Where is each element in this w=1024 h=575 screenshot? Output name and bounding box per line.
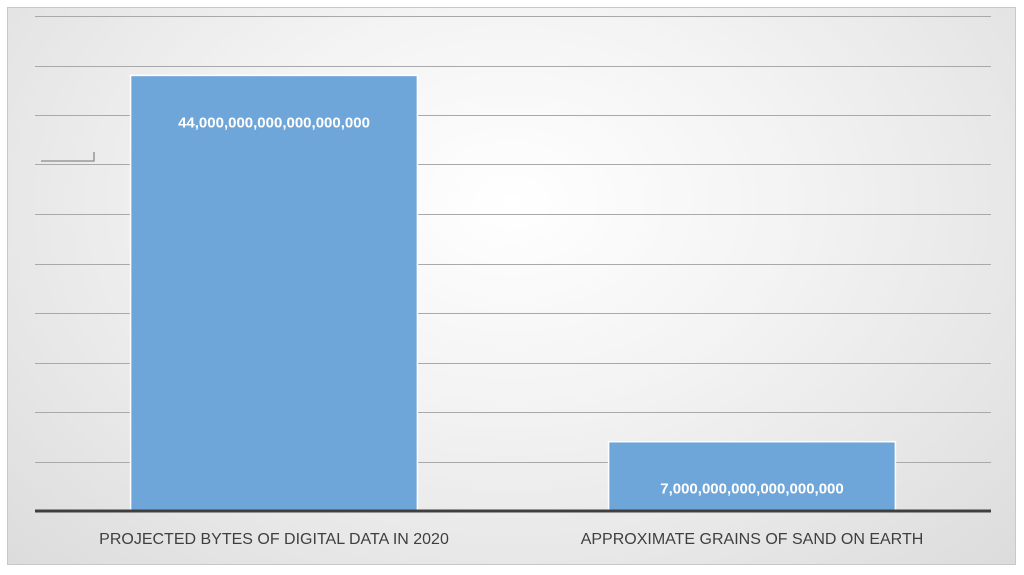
data-label: 44,000,000,000,000,000,000 (178, 114, 370, 131)
bars (129, 74, 897, 512)
bar (607, 440, 897, 512)
data-label: 7,000,000,000,000,000,000 (660, 481, 844, 498)
legend-marker (41, 152, 95, 162)
category-label: APPROXIMATE GRAINS OF SAND ON EARTH (581, 531, 924, 548)
category-label: PROJECTED BYTES OF DIGITAL DATA IN 2020 (99, 531, 449, 548)
chart-frame: 44,000,000,000,000,000,000 PROJECTED BYTE… (7, 7, 1016, 565)
labels: 44,000,000,000,000,000,000 PROJECTED BYTE… (99, 114, 923, 548)
bar-chart: 44,000,000,000,000,000,000 PROJECTED BYTE… (35, 16, 991, 548)
bar (129, 74, 419, 512)
